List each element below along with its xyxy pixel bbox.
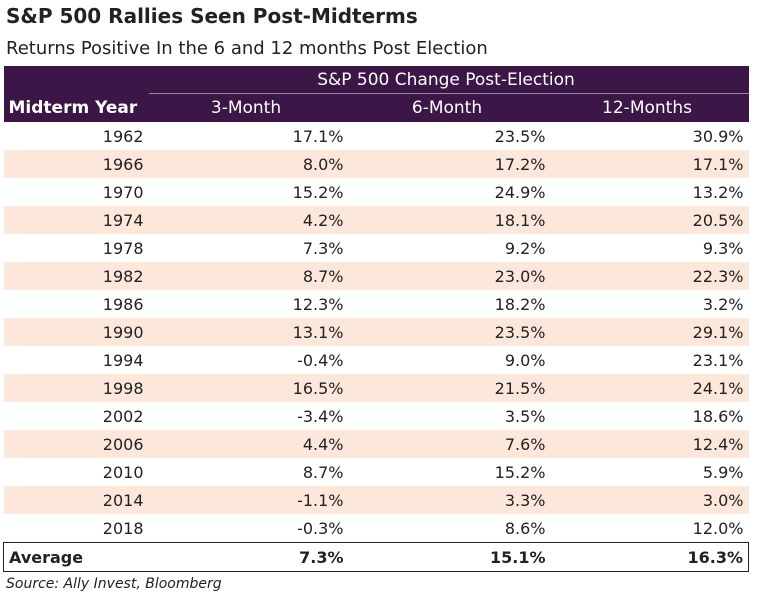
value-cell: 3.3% [348,486,551,514]
value-cell: 7.6% [348,430,551,458]
value-cell: 8.0% [148,150,349,178]
table-row: 1990 13.1% 23.5% 29.1% [3,318,749,346]
value-cell: 23.1% [692,350,744,370]
column-header-row: Midterm Year 3-Month 6-Month 12-Months [3,94,749,122]
value-cell: 12.4% [550,430,749,458]
value-cell: -0.4% [297,350,344,370]
year-cell: 2018 [102,518,144,538]
value-cell: 12.0% [692,518,744,538]
table-row: 1998 16.5% 21.5% 24.1% [3,374,749,402]
value-cell: 9.0% [504,350,546,370]
value-cell: 5.9% [702,462,744,482]
average-label: Average [3,542,149,572]
value-cell: 18.1% [348,206,551,234]
value-cell: 30.9% [692,126,744,146]
average-cell: 7.3% [148,542,349,572]
value-cell: 15.2% [292,182,344,202]
average-row: Average 7.3% 15.1% 16.3% [3,542,749,572]
value-cell: 8.6% [504,518,546,538]
value-cell: 21.5% [348,374,551,402]
value-cell: 24.1% [550,374,749,402]
value-cell: 9.2% [504,238,546,258]
value-cell: -1.1% [148,486,349,514]
year-cell: 1994 [102,350,144,370]
year-cell: 1986 [102,294,144,314]
year-cell: 1966 [3,150,149,178]
year-cell: 1998 [3,374,149,402]
value-cell: 8.7% [302,462,344,482]
table-row: 1978 7.3% 9.2% 9.3% [4,234,749,262]
title: S&P 500 Rallies Seen Post-Midterms [6,4,418,28]
column-header: 3-Month [148,94,349,122]
returns-table: S&P 500 Change Post-Election Midterm Yea… [3,66,749,572]
year-cell: 2010 [102,462,144,482]
year-cell: 1962 [102,126,144,146]
table-header: S&P 500 Change Post-Election Midterm Yea… [3,66,749,122]
value-cell: 17.1% [292,126,344,146]
table-row: 1962 17.1% 23.5% 30.9% [4,122,749,150]
table-row: 2018 -0.3% 8.6% 12.0% [4,514,749,543]
blank-cell [3,66,149,94]
table-row: 2002 -3.4% 3.5% 18.6% [4,402,749,430]
value-cell: 18.6% [692,406,744,426]
year-cell: 1978 [102,238,144,258]
value-cell: 3.2% [702,294,744,314]
table-row: 2014 -1.1% 3.3% 3.0% [3,486,749,514]
value-cell: 3.0% [550,486,749,514]
year-cell: 1990 [3,318,149,346]
value-cell: 29.1% [550,318,749,346]
value-cell: 4.4% [148,430,349,458]
value-cell: 16.5% [148,374,349,402]
value-cell: 12.3% [292,294,344,314]
year-cell: 1974 [3,206,149,234]
table-row: 2010 8.7% 15.2% 5.9% [4,458,749,486]
column-header: 12-Months [550,94,749,122]
value-cell: 4.2% [148,206,349,234]
value-cell: 17.2% [348,150,551,178]
subtitle: Returns Positive In the 6 and 12 months … [6,38,488,59]
value-cell: 24.9% [494,182,546,202]
value-cell: 23.5% [494,126,546,146]
value-cell: -3.4% [297,406,344,426]
value-cell: 13.1% [148,318,349,346]
table-row: 1970 15.2% 24.9% 13.2% [4,178,749,206]
source: Source: Ally Invest, Bloomberg [6,576,222,592]
value-cell: -0.3% [297,518,344,538]
table-row: 1974 4.2% 18.1% 20.5% [3,206,749,234]
year-cell: 2006 [3,430,149,458]
value-cell: 23.5% [348,318,551,346]
column-header: 6-Month [348,94,551,122]
table-row: 1966 8.0% 17.2% 17.1% [3,150,749,178]
table-footer: Average 7.3% 15.1% 16.3% [3,542,749,572]
table-row: 2006 4.4% 7.6% 12.4% [3,430,749,458]
value-cell: 18.2% [494,294,546,314]
table-row: 1994 -0.4% 9.0% 23.1% [4,346,749,374]
year-cell: 1982 [3,262,149,290]
average-cell: 15.1% [348,542,551,572]
value-cell: 17.1% [550,150,749,178]
year-cell: 2014 [3,486,149,514]
value-cell: 7.3% [302,238,344,258]
average-cell: 16.3% [550,542,749,572]
group-header-row: S&P 500 Change Post-Election [3,66,749,94]
column-header: Midterm Year [3,94,149,122]
value-cell: 15.2% [494,462,546,482]
value-cell: 22.3% [550,262,749,290]
year-cell: 1970 [102,182,144,202]
value-cell: 9.3% [702,238,744,258]
value-cell: 3.5% [504,406,546,426]
value-cell: 23.0% [348,262,551,290]
table-row: 1986 12.3% 18.2% 3.2% [4,290,749,318]
group-header: S&P 500 Change Post-Election [148,66,749,94]
value-cell: 13.2% [692,182,744,202]
table-row: 1982 8.7% 23.0% 22.3% [3,262,749,290]
value-cell: 8.7% [148,262,349,290]
year-cell: 2002 [102,406,144,426]
value-cell: 20.5% [550,206,749,234]
table-body: 1962 17.1% 23.5% 30.9% 1966 8.0% 17.2% 17.1% 197… [3,122,749,543]
